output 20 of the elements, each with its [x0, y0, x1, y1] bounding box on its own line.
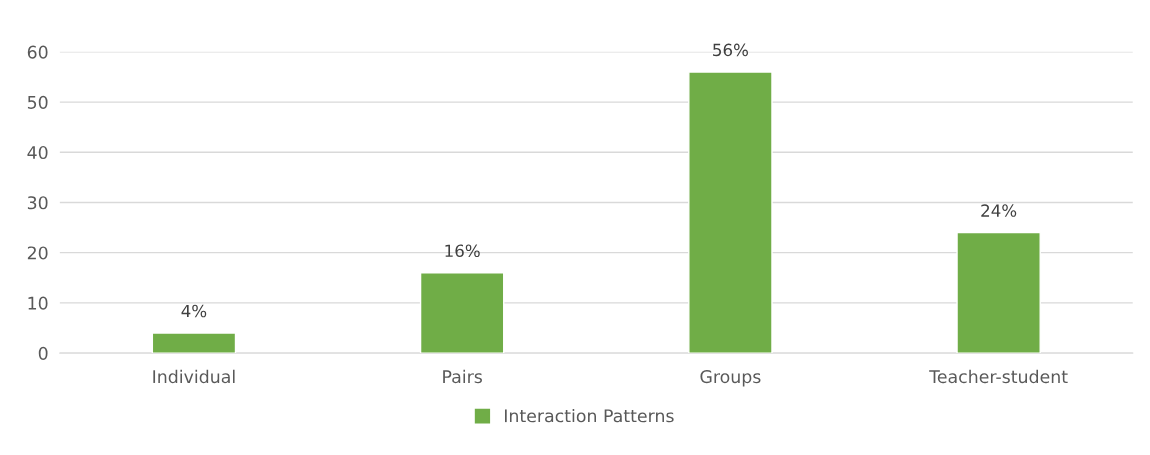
- y-tick-label: 10: [28, 296, 48, 310]
- data-label: 4%: [181, 304, 207, 318]
- bar: [956, 231, 1041, 354]
- x-tick-label: Groups: [700, 370, 761, 387]
- x-tick-label: Individual: [153, 369, 235, 384]
- y-tick-label: 40: [27, 145, 48, 160]
- y-tick-label: 50: [27, 95, 48, 109]
- y-tick-label: 0: [38, 346, 48, 360]
- legend-label: Interaction Patterns: [504, 408, 674, 423]
- x-tick-label: Teacher-student: [929, 369, 1068, 384]
- data-label: 56%: [713, 43, 748, 57]
- bar: [151, 332, 237, 354]
- data-label: 16%: [445, 244, 480, 258]
- x-tick-label: Pairs: [443, 369, 482, 384]
- y-tick-label: 20: [27, 246, 48, 260]
- data-label: 24%: [981, 204, 1017, 217]
- y-tick-label: 30: [27, 196, 48, 210]
- bar: [688, 71, 773, 354]
- bar: [419, 272, 505, 354]
- y-tick-label: 60: [27, 45, 48, 59]
